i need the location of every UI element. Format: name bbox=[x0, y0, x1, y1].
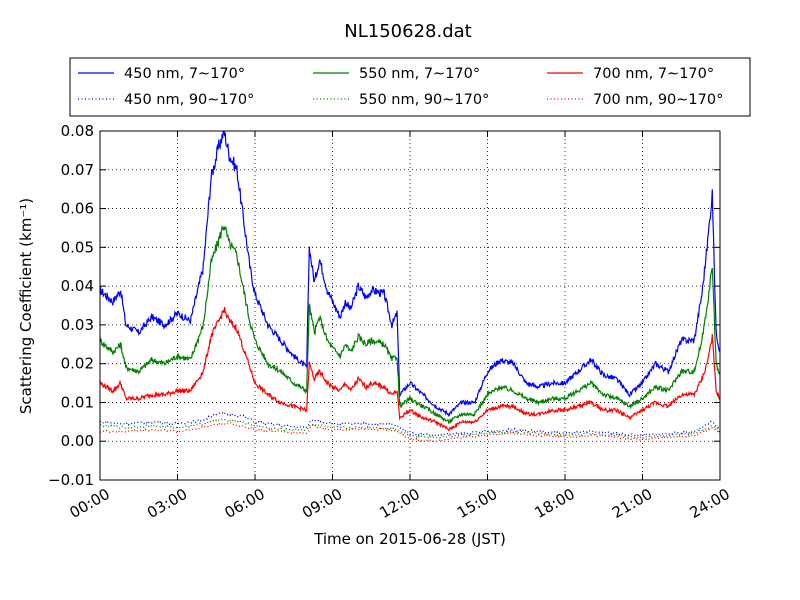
series-line-1 bbox=[100, 131, 720, 418]
x-tick-label: 00:00 bbox=[66, 485, 112, 522]
x-tick-label: 18:00 bbox=[531, 485, 577, 522]
legend-label-4: 450 nm, 90∼170° bbox=[124, 92, 254, 108]
y-tick-label: 0.00 bbox=[61, 432, 94, 450]
x-tick-label: 21:00 bbox=[609, 485, 655, 522]
legend-label-6: 700 nm, 90∼170° bbox=[593, 92, 723, 108]
y-tick-label: 0.06 bbox=[61, 200, 94, 218]
y-tick-label: 0.03 bbox=[61, 316, 94, 334]
y-tick-label: 0.08 bbox=[61, 122, 94, 140]
x-tick-label: 03:00 bbox=[144, 485, 190, 522]
legend-label-2: 550 nm, 7∼170° bbox=[359, 66, 480, 82]
plot-series bbox=[100, 131, 720, 443]
legend-label-3: 700 nm, 7∼170° bbox=[593, 66, 714, 82]
x-axis-label: Time on 2015-06-28 (JST) bbox=[313, 530, 506, 548]
legend-frame bbox=[69, 57, 751, 117]
y-tick-label: 0.05 bbox=[61, 238, 94, 256]
x-tick-label: 06:00 bbox=[221, 485, 267, 522]
y-tick-label: −0.01 bbox=[48, 471, 94, 489]
legend-label-5: 550 nm, 90∼170° bbox=[359, 92, 489, 108]
x-tick-label: 09:00 bbox=[299, 485, 345, 522]
series-line-4 bbox=[100, 412, 720, 437]
y-axis-label: Scattering Coefficient (km⁻¹) bbox=[17, 198, 35, 414]
x-tick-label: 12:00 bbox=[376, 485, 422, 522]
y-tick-label: 0.04 bbox=[61, 277, 94, 295]
x-tick-label: 15:00 bbox=[454, 485, 500, 522]
y-tick-label: 0.01 bbox=[61, 393, 94, 411]
series-line-2 bbox=[100, 224, 720, 425]
y-tick-label: 0.02 bbox=[61, 355, 94, 373]
series-line-3 bbox=[100, 306, 720, 432]
grid bbox=[100, 131, 720, 480]
legend-label-1: 450 nm, 7∼170° bbox=[124, 66, 245, 82]
chart-title: NL150628.dat bbox=[344, 21, 471, 42]
series-line-5 bbox=[100, 418, 720, 439]
y-tick-label: 0.07 bbox=[61, 161, 94, 179]
x-tick-label: 24:00 bbox=[686, 485, 732, 522]
legend: 450 nm, 7∼170° 550 nm, 7∼170° 700 nm, 7∼17… bbox=[69, 57, 751, 117]
